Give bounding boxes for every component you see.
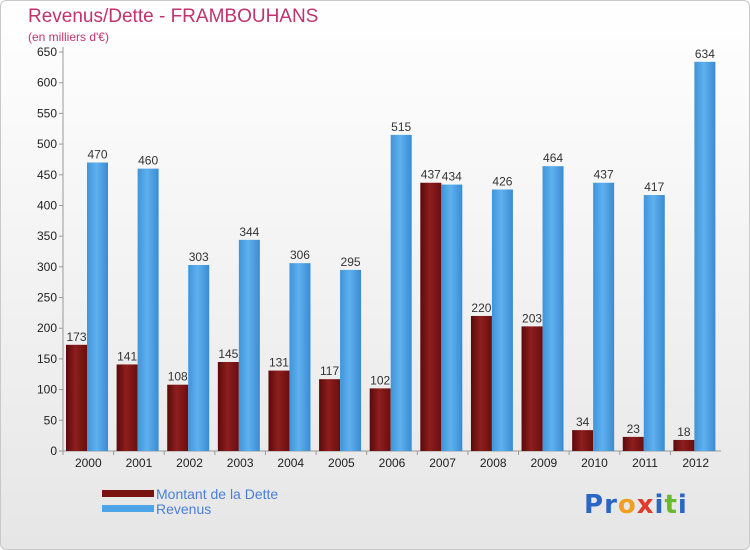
x-tick-label: 2001 [126,456,153,470]
bar-dette-2004 [268,370,290,451]
logo-letter: i [654,490,665,520]
y-tick-label: 250 [37,291,57,305]
label-revenus-2000: 470 [87,147,107,161]
logo-letter: t [664,490,678,520]
label-revenus-2012: 634 [695,47,715,61]
y-tick-label: 0 [50,444,57,458]
label-revenus-2004: 306 [290,248,310,262]
y-tick-label: 650 [37,45,57,59]
logo-letter: i [677,490,688,520]
bar-revenus-2010 [593,182,615,451]
x-tick-label: 2000 [75,456,102,470]
label-revenus-2007: 434 [442,170,462,184]
y-tick-label: 550 [37,106,57,120]
y-tick-label: 500 [37,137,57,151]
bar-revenus-2005 [340,269,362,451]
bar-revenus-2008 [491,189,513,452]
label-dette-2012: 18 [677,425,691,439]
label-revenus-2001: 460 [138,154,158,168]
logo-letter: P [584,490,605,520]
bar-dette-2009 [521,326,543,451]
label-dette-2005: 117 [320,364,339,378]
label-revenus-2005: 295 [341,255,361,269]
label-dette-2001: 141 [117,349,137,363]
bar-revenus-2003 [238,239,260,451]
x-tick-label: 2005 [328,456,355,470]
bar-dette-2000 [66,344,87,451]
y-tick-label: 150 [37,352,57,366]
label-dette-2008: 220 [471,301,491,315]
logo-letter: r [604,490,618,520]
label-dette-2004: 131 [269,356,289,370]
label-revenus-2010: 437 [594,168,614,182]
bar-dette-2010 [572,430,594,451]
bar-dette-2012 [673,439,695,451]
y-tick-label: 50 [44,413,58,427]
bar-revenus-2007 [441,184,463,452]
label-revenus-2008: 426 [492,175,512,189]
x-tick-label: 2004 [277,456,304,470]
label-dette-2000: 173 [66,330,86,344]
chart-subtitle: (en milliers d'€) [28,30,109,44]
label-revenus-2002: 303 [189,250,209,264]
legend-label-dette: Montant de la Dette [156,486,279,502]
label-dette-2009: 203 [522,311,542,325]
label-revenus-2011: 417 [644,180,664,194]
logo-letter: o [617,490,637,520]
x-tick-label: 2002 [176,456,203,470]
y-tick-label: 200 [37,321,57,335]
bar-revenus-2012 [694,61,716,452]
y-tick-label: 600 [37,76,57,90]
label-dette-2006: 102 [370,373,390,387]
bar-revenus-2009 [542,166,564,451]
legend-swatch-dette [102,490,154,497]
bar-revenus-2000 [87,162,108,451]
proxiti-logo: Proxiti [584,490,688,520]
x-tick-label: 2012 [682,456,709,470]
x-tick-label: 2010 [581,456,608,470]
legend-label-revenus: Revenus [156,501,212,517]
label-dette-2010: 34 [576,415,590,429]
legend-swatch-revenus [102,505,154,512]
y-tick-label: 300 [37,260,57,274]
x-tick-label: 2009 [530,456,557,470]
label-dette-2011: 23 [627,422,641,436]
bar-revenus-2004 [289,263,311,451]
bar-dette-2002 [167,384,189,451]
x-tick-label: 2006 [379,456,406,470]
x-tick-label: 2003 [227,456,254,470]
label-dette-2002: 108 [168,370,188,384]
bar-dette-2001 [116,364,138,451]
x-tick-label: 2011 [632,456,658,470]
bar-dette-2005 [319,379,341,451]
bar-dette-2006 [369,388,391,451]
bar-revenus-2006 [390,134,412,451]
y-tick-label: 400 [37,198,57,212]
chart-title: Revenus/Dette - FRAMBOUHANS [28,6,319,27]
bar-revenus-2001 [137,168,159,451]
label-revenus-2003: 344 [239,225,259,239]
label-revenus-2006: 515 [391,120,411,134]
y-tick-label: 450 [37,168,57,182]
bar-dette-2011 [622,436,644,451]
bar-revenus-2002 [188,265,210,451]
label-dette-2003: 145 [218,347,238,361]
logo-letter: x [636,490,655,520]
bar-dette-2003 [217,361,239,451]
y-tick-label: 100 [37,383,57,397]
label-revenus-2009: 464 [543,151,563,165]
x-tick-label: 2007 [429,456,456,470]
bar-dette-2007 [420,182,442,451]
y-tick-label: 350 [37,229,57,243]
bar-revenus-2011 [643,195,665,451]
x-tick-label: 2008 [480,456,507,470]
label-dette-2007: 437 [421,168,441,182]
bar-dette-2008 [470,315,492,451]
